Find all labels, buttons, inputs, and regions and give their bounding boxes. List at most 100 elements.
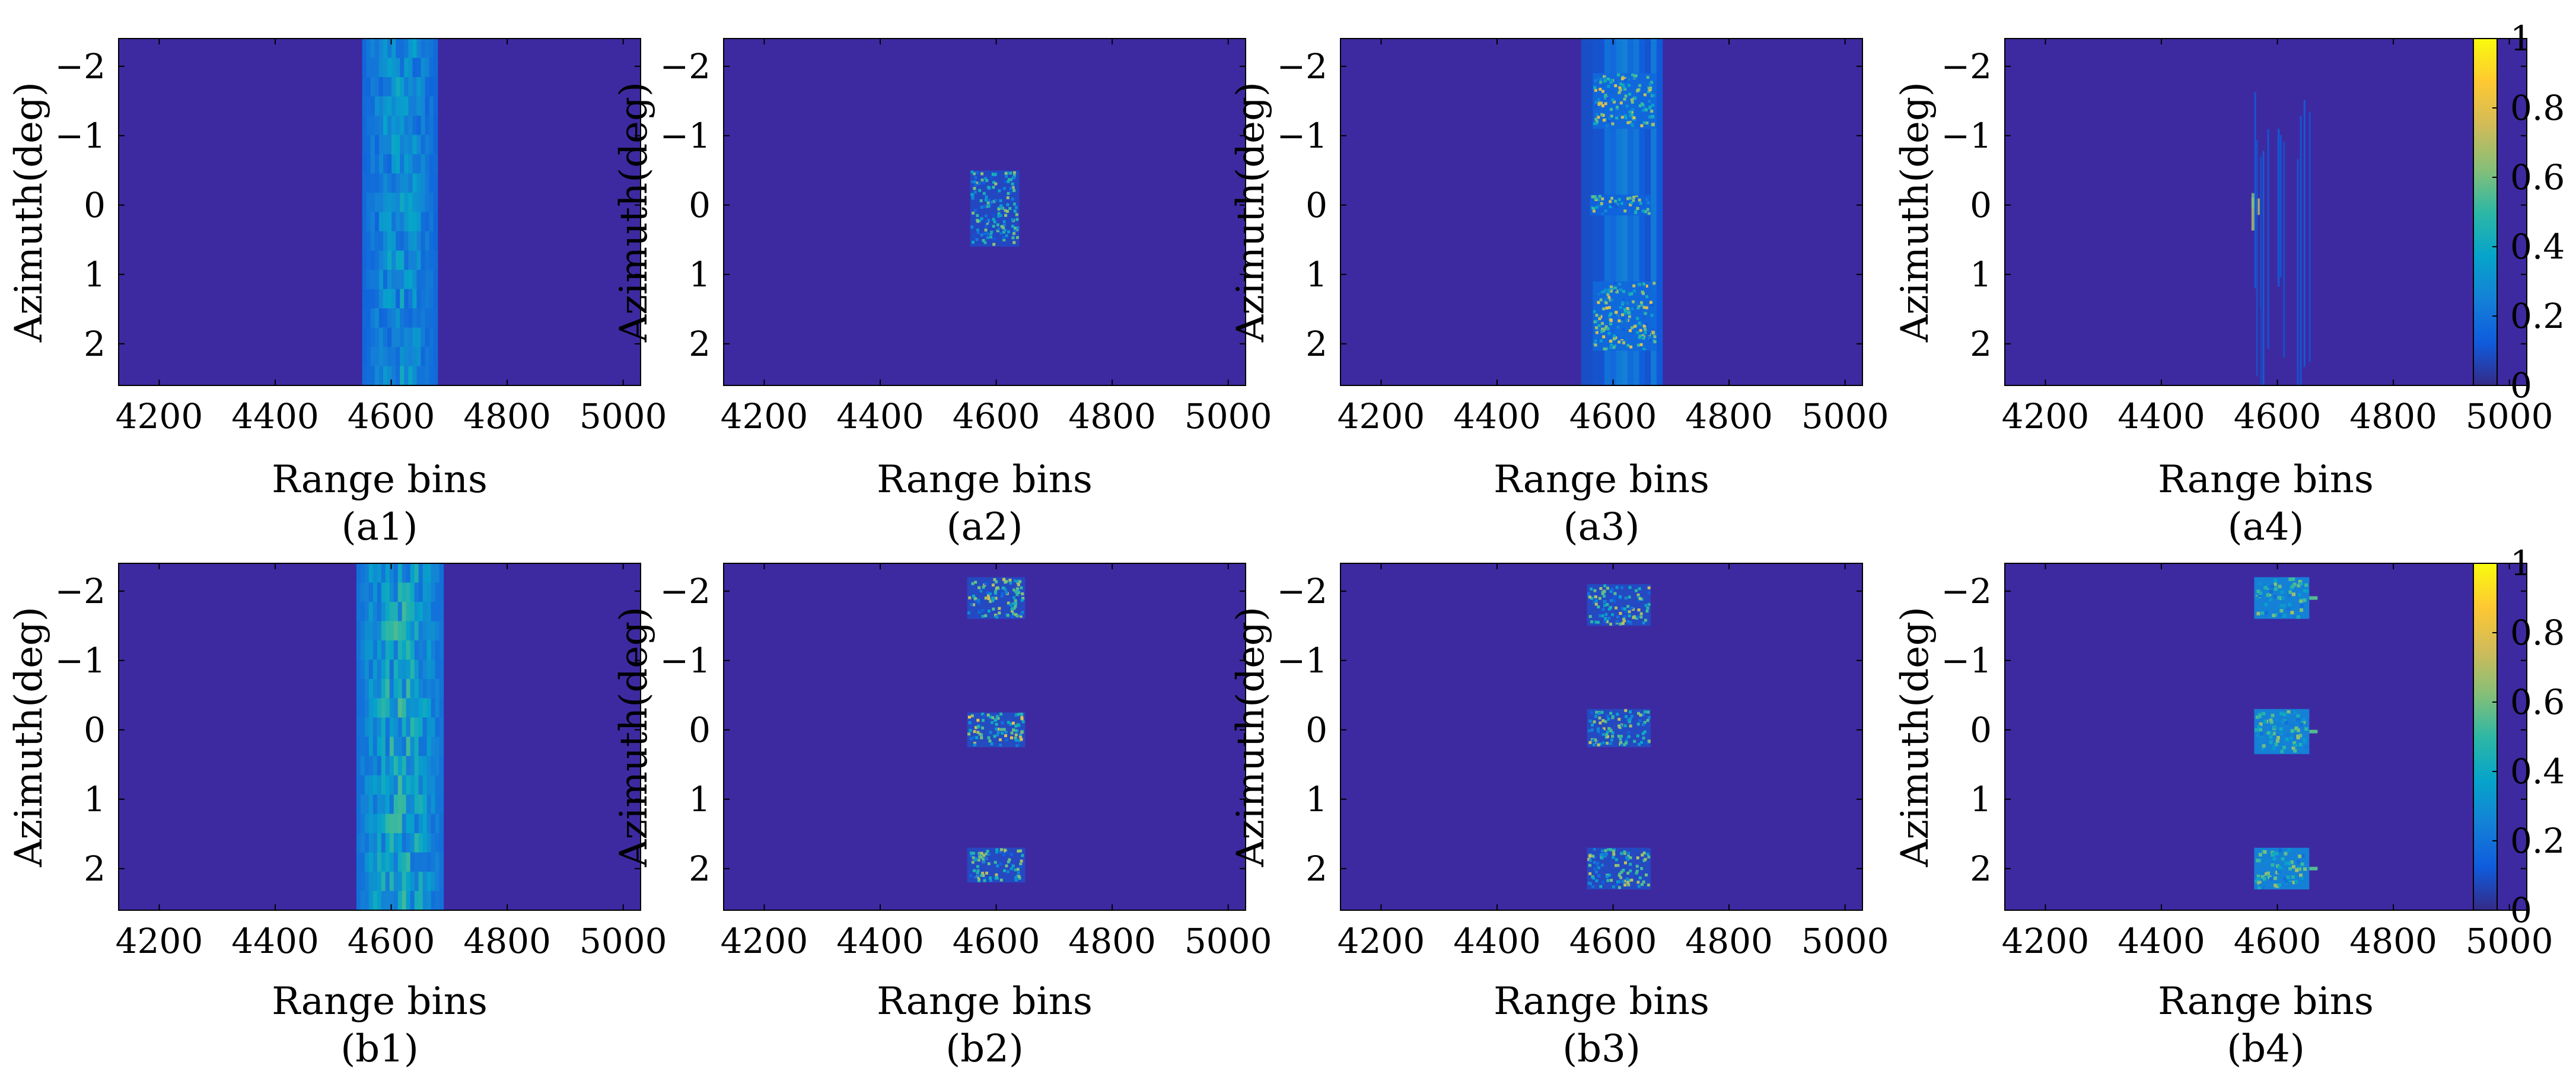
heatmap-cell xyxy=(426,814,432,834)
y-tick-label: 0 xyxy=(84,185,106,225)
heatmap-cell xyxy=(1597,712,1601,715)
heatmap-cell xyxy=(1618,113,1622,117)
heatmap-cell xyxy=(370,347,375,367)
x-tick-label: 4600 xyxy=(2234,396,2322,436)
x-tick-label: 4200 xyxy=(1338,921,1425,961)
panel-caption: (a4) xyxy=(2228,505,2304,549)
colorbar-tick-label: 0.6 xyxy=(2510,682,2565,722)
x-tick-label: 5000 xyxy=(2466,921,2553,961)
heatmap-cell xyxy=(378,96,384,116)
heatmap-cell xyxy=(360,698,365,718)
heatmap-cell xyxy=(1595,710,1599,714)
heatmap-cell xyxy=(2255,715,2259,719)
heatmap-cell xyxy=(973,172,976,176)
heatmap-cell xyxy=(2269,718,2273,722)
heatmap-cell xyxy=(381,679,386,699)
heatmap-cell xyxy=(1601,90,1604,93)
x-tick-label: 4600 xyxy=(1569,396,1657,436)
heatmap-cell xyxy=(1627,291,1631,294)
heatmap-cell xyxy=(1625,318,1628,322)
heatmap-cell xyxy=(389,736,394,757)
heatmap-cell xyxy=(987,862,991,866)
heatmap-cell xyxy=(377,775,382,795)
heatmap-cell xyxy=(378,231,384,251)
heatmap-cell xyxy=(416,77,422,97)
heatmap-cell xyxy=(2277,613,2281,617)
heatmap-cell xyxy=(404,327,409,347)
heatmap-cell xyxy=(366,270,371,290)
heatmap-cell xyxy=(1600,291,1604,294)
heatmap-cell xyxy=(2303,738,2307,742)
heatmap-cell xyxy=(1648,106,1652,110)
heatmap-cell xyxy=(2275,852,2279,856)
heatmap-cell xyxy=(973,742,976,745)
y-tick-label: −2 xyxy=(1277,46,1328,87)
heatmap-cell xyxy=(1590,597,1594,600)
heatmap-cell xyxy=(416,96,422,116)
heatmap-cell xyxy=(987,853,991,856)
heatmap-cell xyxy=(1019,735,1023,739)
heatmap-cell xyxy=(383,366,388,385)
heatmap-cell xyxy=(385,814,390,834)
heatmap-cell xyxy=(1587,729,1591,732)
heatmap-cell xyxy=(1623,308,1627,312)
heatmap-cell xyxy=(1637,885,1641,888)
heatmap-cell xyxy=(2291,607,2295,611)
heatmap-cell xyxy=(2277,595,2281,600)
heatmap-cell xyxy=(412,135,418,155)
heatmap-cell xyxy=(1595,320,1599,323)
heatmap-cell xyxy=(385,698,390,718)
heatmap-cell xyxy=(1003,869,1007,872)
heatmap-cell xyxy=(1011,197,1014,201)
heatmap-cell xyxy=(356,659,361,680)
heatmap-cell xyxy=(362,347,367,367)
x-tick-label: 5000 xyxy=(1184,921,1272,961)
heatmap-cell xyxy=(1647,740,1651,744)
heatmap-cell xyxy=(1615,315,1619,318)
heatmap-cell xyxy=(416,154,422,174)
heatmap-cell xyxy=(1008,578,1012,582)
heatmap-cell xyxy=(1628,315,1631,318)
colorbar-tick-label: 0.8 xyxy=(2510,613,2565,653)
heatmap-cell xyxy=(360,736,365,757)
x-tick-label: 4400 xyxy=(231,396,319,436)
heatmap-cell xyxy=(393,563,399,583)
heatmap-cell xyxy=(377,640,382,661)
heatmap-cell xyxy=(396,77,400,97)
heatmap-cell xyxy=(356,814,361,834)
colorbar-1: 00.20.40.60.81 xyxy=(2473,18,2565,406)
heatmap-cell xyxy=(400,366,405,385)
heatmap-cell xyxy=(1626,344,1630,347)
heatmap-cell xyxy=(1641,732,1645,735)
heatmap-cell xyxy=(414,872,419,892)
heatmap-cell xyxy=(1635,303,1638,307)
x-tick-label: 4400 xyxy=(1453,396,1541,436)
heatmap-cell xyxy=(404,231,409,251)
heatmap-cell xyxy=(372,872,378,892)
heatmap-cell xyxy=(1604,77,1607,81)
heatmap-cell xyxy=(995,723,998,726)
heatmap-cell xyxy=(2290,860,2294,864)
heatmap-cell xyxy=(2304,745,2308,750)
heatmap-cell xyxy=(422,563,428,583)
heatmap-cell xyxy=(2256,878,2260,882)
y-tick-label: 1 xyxy=(689,254,711,295)
heatmap-cell xyxy=(2267,129,2269,349)
heatmap-cells xyxy=(2254,577,2318,889)
heatmap-cell xyxy=(416,193,422,213)
heatmap-cell xyxy=(979,199,983,203)
heatmap-cell xyxy=(391,212,396,232)
heatmap-cell xyxy=(385,621,390,641)
heatmap-cell xyxy=(435,621,440,641)
heatmap-cell xyxy=(364,602,370,622)
heatmap-cell xyxy=(1021,592,1024,595)
x-tick-label: 4800 xyxy=(463,396,551,436)
heatmap-cell xyxy=(1629,724,1632,728)
heatmap-cell xyxy=(391,347,396,367)
heatmap-cell xyxy=(374,77,380,97)
heatmap-cell xyxy=(1652,94,1655,97)
heatmap-cell xyxy=(968,721,972,725)
heatmap-cell xyxy=(364,718,370,738)
heatmap-cell xyxy=(1599,339,1603,343)
heatmap-cell xyxy=(1006,614,1010,617)
